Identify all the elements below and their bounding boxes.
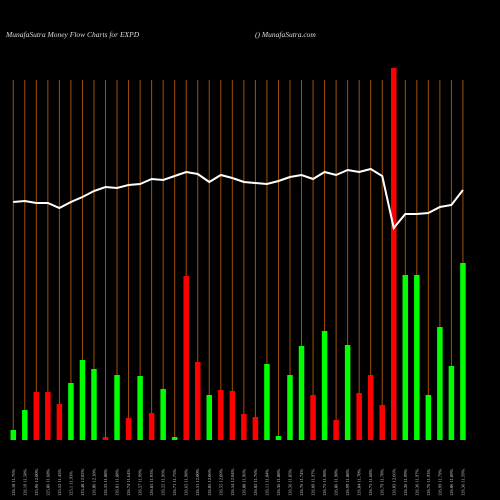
bar <box>391 68 397 440</box>
x-tick-label: 126.57 11.99% <box>138 469 143 496</box>
x-tick-label: 125.96 12.00% <box>34 468 39 496</box>
bar <box>367 375 374 440</box>
bar <box>114 375 120 440</box>
x-tick-label: 126.36 11.88% <box>276 469 281 496</box>
x-tick-label: 126.33 11.88% <box>103 469 108 496</box>
bar <box>79 360 86 440</box>
chart-subtitle: () MunafaSutra.com <box>255 30 316 39</box>
x-tick-label: 126.84 11.70% <box>357 469 362 496</box>
bar <box>437 327 443 440</box>
x-tick-label: 126.11 11.84% <box>264 469 269 496</box>
bar <box>402 275 409 440</box>
x-tick-label: 126.79 11.78% <box>380 469 385 496</box>
x-tick-label: 126.03 12.66% <box>391 468 396 496</box>
bar <box>22 410 28 440</box>
x-tick-label: 126.76 11.93% <box>426 469 431 496</box>
x-tick-label: 126.55 12.09% <box>218 468 223 496</box>
x-tick-label: 126.22 11.96% <box>161 469 166 496</box>
bar <box>148 413 155 440</box>
x-tick-label: 126.89 11.97% <box>311 469 316 496</box>
bar <box>125 418 132 440</box>
bar <box>33 392 40 440</box>
x-tick-label: 125.86 11.68% <box>45 469 50 496</box>
bar <box>45 392 51 440</box>
x-tick-label: 125.52 11.43% <box>57 469 62 496</box>
x-tick-label: 126.54 12.04% <box>230 468 235 496</box>
bar <box>252 417 259 440</box>
x-tick-label: 126.26 11.99% <box>403 469 408 496</box>
x-tick-label: 126.74 11.64% <box>126 469 131 496</box>
bar <box>68 383 74 440</box>
x-tick-label: 126.06 11.89% <box>449 469 454 496</box>
bar <box>310 395 316 440</box>
x-tick-label: 126.36 11.59% <box>460 469 465 496</box>
x-tick-label: 126.99 11.79% <box>437 469 442 496</box>
x-tick-label: 126.19 11.58% <box>22 469 27 496</box>
bar <box>287 375 293 440</box>
x-tick-label: 126.31 12.00% <box>195 468 200 496</box>
bar <box>160 389 166 440</box>
bar <box>448 366 455 440</box>
bar <box>275 436 282 440</box>
bar <box>356 393 362 440</box>
chart-title: MunafaSutra Money Flow Charts for EXPD <box>5 30 140 39</box>
bar <box>10 430 17 440</box>
bar <box>333 420 339 440</box>
bar <box>229 391 236 440</box>
bar <box>218 390 224 440</box>
x-tick-label: 126.36 11.97% <box>414 469 419 496</box>
bar <box>183 276 189 440</box>
x-tick-label: 126.56 11.85% <box>287 469 292 496</box>
x-tick-label: 126.71 11.75% <box>172 469 177 496</box>
bar <box>102 437 109 440</box>
bar <box>56 404 63 440</box>
x-tick-label: 126.81 11.88% <box>115 469 120 496</box>
bar <box>414 275 420 440</box>
x-tick-label: 126.65 11.98% <box>184 469 189 496</box>
x-tick-label: 125.1 11.93% <box>68 471 73 496</box>
bar <box>344 345 351 440</box>
x-tick-label: 126.75 11.68% <box>368 469 373 496</box>
x-tick-label: 126.86 11.90% <box>334 469 339 496</box>
bar <box>137 376 143 440</box>
bar <box>171 437 178 440</box>
x-tick-label: 125.48 12.02% <box>80 468 85 496</box>
bar <box>460 263 466 440</box>
bar <box>194 362 201 440</box>
bar <box>206 395 213 440</box>
bar <box>379 405 385 440</box>
x-tick-label: 126.08 11.96% <box>241 469 246 496</box>
bar <box>321 331 328 440</box>
x-tick-label: 126.76 11.74% <box>299 469 304 496</box>
x-tick-label: 126.05 12.06% <box>207 468 212 496</box>
bar <box>425 395 432 440</box>
x-tick-label: 126.02 11.76% <box>253 469 258 496</box>
bar <box>298 346 305 440</box>
x-tick-label: 126.83 11.93% <box>149 469 154 496</box>
bar <box>241 414 247 440</box>
x-tick-label: 126.18 11.76% <box>11 469 16 496</box>
x-tick-label: 126.06 12.18% <box>91 468 96 496</box>
x-tick-label: 126.99 11.88% <box>345 469 350 496</box>
money-flow-line <box>13 167 464 231</box>
bar <box>264 364 270 440</box>
x-tick-label: 126.75 11.98% <box>322 469 327 496</box>
bar <box>91 369 97 440</box>
